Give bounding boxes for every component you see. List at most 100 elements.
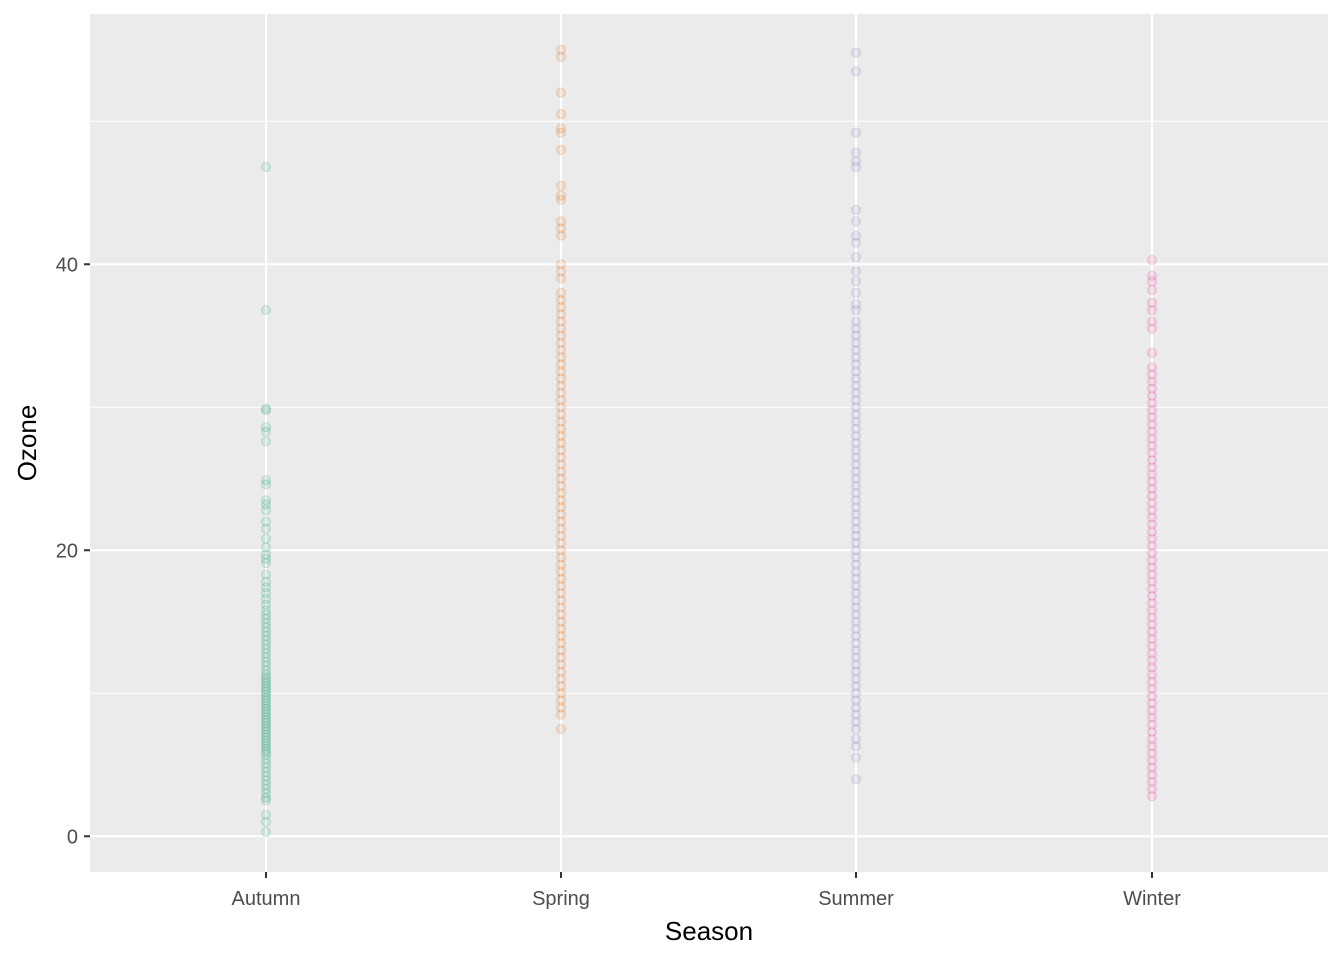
data-point — [260, 403, 272, 414]
data-point — [1146, 512, 1158, 523]
data-point — [555, 495, 567, 506]
data-point — [260, 683, 272, 695]
data-point — [260, 426, 272, 437]
data-point — [850, 537, 862, 549]
data-point — [555, 502, 567, 513]
data-point — [850, 466, 862, 477]
data-point — [260, 626, 272, 637]
data-point — [1146, 505, 1158, 516]
data-point — [260, 675, 272, 686]
data-point — [850, 659, 862, 670]
data-point — [555, 316, 567, 327]
data-point — [260, 701, 272, 712]
data-point — [555, 287, 567, 298]
data-point — [555, 330, 567, 341]
data-point — [850, 666, 862, 677]
data-point — [1146, 533, 1158, 544]
data-point — [850, 573, 862, 584]
data-point — [1146, 397, 1158, 409]
data-point — [1146, 755, 1158, 766]
data-point — [555, 459, 567, 470]
data-point — [260, 809, 272, 820]
data-point — [850, 344, 862, 356]
data-point — [260, 656, 272, 667]
data-point — [1146, 676, 1158, 687]
data-point — [555, 566, 567, 577]
data-point — [850, 373, 862, 384]
data-point — [260, 588, 272, 599]
data-point — [260, 576, 272, 587]
data-point — [555, 259, 567, 270]
data-point — [555, 573, 567, 584]
data-point — [1146, 469, 1158, 480]
data-point — [555, 530, 567, 542]
data-point — [260, 569, 272, 580]
data-point — [260, 738, 272, 749]
data-point — [850, 723, 862, 735]
data-point — [1146, 683, 1158, 695]
data-point — [260, 749, 272, 760]
data-point — [260, 665, 272, 676]
data-point — [260, 692, 272, 703]
data-point — [555, 359, 567, 370]
data-point — [555, 127, 567, 138]
data-point — [1146, 276, 1158, 287]
data-point — [555, 452, 567, 463]
data-point — [850, 359, 862, 370]
data-point — [555, 545, 567, 556]
data-point — [1146, 662, 1158, 673]
data-point — [555, 123, 567, 134]
data-point — [850, 545, 862, 556]
data-point — [260, 698, 272, 709]
data-point — [850, 237, 862, 248]
data-point — [260, 689, 272, 700]
data-point — [1146, 304, 1158, 316]
data-point — [260, 475, 272, 486]
data-point — [1146, 390, 1158, 401]
data-point — [555, 51, 567, 63]
data-point — [850, 595, 862, 606]
data-point — [260, 753, 272, 765]
data-point — [850, 709, 862, 720]
data-point — [555, 190, 567, 201]
data-point — [555, 523, 567, 534]
data-point — [850, 323, 862, 334]
data-point — [260, 558, 272, 569]
data-point — [555, 466, 567, 477]
data-point — [1146, 726, 1158, 737]
data-point — [555, 645, 567, 656]
data-point — [1146, 347, 1158, 359]
data-point — [555, 230, 567, 241]
data-point — [260, 735, 272, 746]
data-point — [1146, 691, 1158, 702]
data-point — [260, 718, 272, 729]
data-point — [1146, 791, 1158, 802]
data-point — [260, 726, 272, 737]
data-point — [1146, 483, 1158, 494]
data-point — [555, 680, 567, 692]
data-point — [850, 156, 862, 167]
data-point — [555, 344, 567, 356]
data-point — [1146, 316, 1158, 327]
gridlines — [90, 14, 1328, 872]
data-point — [1146, 426, 1158, 437]
data-point — [555, 659, 567, 670]
data-point — [1146, 783, 1158, 795]
data-point — [1146, 526, 1158, 537]
data-point — [1146, 440, 1158, 451]
data-point — [260, 779, 272, 790]
data-point — [260, 816, 272, 828]
data-point — [850, 445, 862, 456]
x-tick-label: Autumn — [232, 888, 301, 910]
data-point — [850, 380, 862, 391]
data-point — [260, 533, 272, 544]
data-point — [1146, 497, 1158, 509]
data-point — [850, 395, 862, 406]
data-point — [850, 423, 862, 434]
data-point — [555, 673, 567, 685]
data-point — [1146, 412, 1158, 423]
data-point — [260, 695, 272, 706]
data-point — [850, 437, 862, 449]
data-point — [260, 304, 272, 316]
data-point — [850, 66, 862, 77]
